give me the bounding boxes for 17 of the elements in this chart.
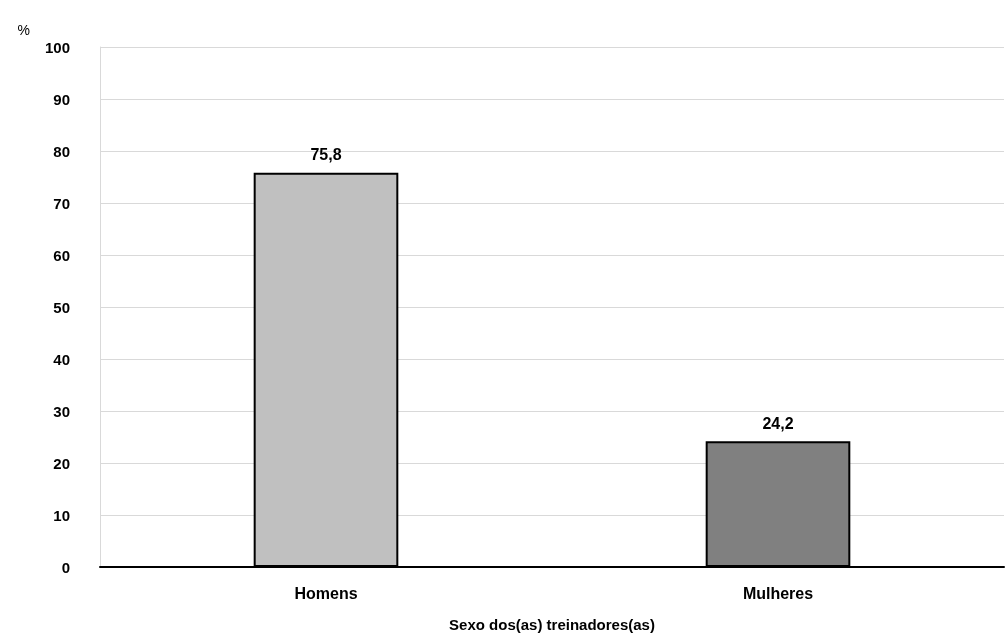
y-tick-label: 20 <box>53 454 70 472</box>
x-tick-label: Homens <box>294 584 358 602</box>
data-label: 75,8 <box>310 146 342 164</box>
y-tick-label: 90 <box>53 90 70 108</box>
y-tick-label: 100 <box>44 38 70 56</box>
x-tick-label: Mulheres <box>742 584 814 602</box>
y-tick-label: 80 <box>53 142 70 160</box>
y-tick-label: 30 <box>53 402 70 420</box>
x-axis-title: Sexo dos(as) treinadores(as) <box>449 616 655 633</box>
y-tick-label: 10 <box>53 506 70 524</box>
y-tick-label: 60 <box>53 246 70 264</box>
y-tick-label: 50 <box>53 298 70 316</box>
data-label: 24,2 <box>762 414 794 432</box>
y-tick-label: 0 <box>61 558 70 576</box>
y-tick-label: 70 <box>53 194 70 212</box>
y-tick-label: 40 <box>53 350 70 368</box>
y-axis-title: % <box>17 22 30 38</box>
